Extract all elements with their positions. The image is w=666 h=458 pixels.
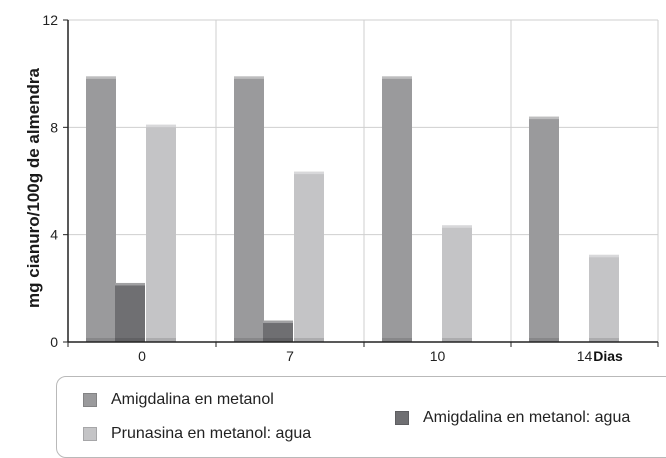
x-tick-label: 14	[577, 348, 593, 364]
bar-base-shade	[234, 338, 264, 342]
legend-swatch	[395, 411, 409, 425]
bar-0-3	[529, 116, 559, 342]
bar-highlight	[115, 282, 145, 286]
legend-label: Prunasina en metanol: agua	[111, 425, 312, 442]
bar-highlight	[589, 254, 619, 258]
bar-highlight	[86, 76, 116, 79]
bar-base-shade	[382, 338, 412, 342]
bar-2-0	[146, 124, 176, 343]
bar-base-shade	[263, 338, 293, 342]
bar-highlight	[382, 76, 412, 79]
bar-base-shade	[529, 338, 559, 342]
bar-2-3	[589, 254, 619, 342]
legend-item-amigdalina-metanol: Amigdalina en metanol	[83, 391, 274, 409]
bar-base-shade	[294, 338, 324, 342]
bar-highlight	[442, 225, 472, 228]
bar-0-0	[86, 76, 116, 342]
bar-0-2	[382, 76, 412, 342]
bar-1-1	[263, 320, 293, 342]
legend-item-amigdalina-metanol-agua: Amigdalina en metanol: agua	[395, 409, 630, 427]
bar-2-2	[442, 225, 472, 342]
x-tick-label: 7	[286, 348, 294, 364]
x-axis-unit-label: Dias	[593, 348, 623, 364]
bar-base-shade	[146, 338, 176, 342]
bar-highlight	[234, 76, 264, 79]
bar-1-0	[115, 282, 145, 342]
y-tick-label: 12	[42, 12, 58, 28]
bar-highlight	[263, 320, 293, 324]
bar-base-shade	[86, 338, 116, 342]
bar-highlight	[146, 124, 176, 128]
chart-svg: 0 4 8 12 0 7 10 14 Dias	[42, 12, 659, 364]
y-tick-label: 4	[50, 227, 58, 243]
bar-0-1	[234, 76, 264, 342]
y-tick-label: 0	[50, 334, 58, 350]
legend-item-prunasina: Prunasina en metanol: agua	[83, 425, 311, 443]
legend-swatch	[83, 393, 97, 407]
x-tick-label: 10	[430, 348, 446, 364]
bar-base-shade	[442, 338, 472, 342]
legend-swatch	[83, 427, 97, 441]
y-axis-title: mg cianuro/100g de almendra	[24, 68, 43, 308]
bar-base-shade	[589, 338, 619, 342]
y-tick-label: 8	[50, 119, 58, 135]
bar-highlight	[294, 171, 324, 175]
legend-label: Amigdalina en metanol: agua	[423, 409, 631, 426]
x-tick-label: 0	[138, 348, 146, 364]
bar-highlight	[529, 116, 559, 120]
legend: Amigdalina en metanol Prunasina en metan…	[56, 376, 666, 458]
legend-label: Amigdalina en metanol	[111, 391, 274, 408]
bar-base-shade	[115, 338, 145, 342]
bar-2-1	[294, 171, 324, 342]
